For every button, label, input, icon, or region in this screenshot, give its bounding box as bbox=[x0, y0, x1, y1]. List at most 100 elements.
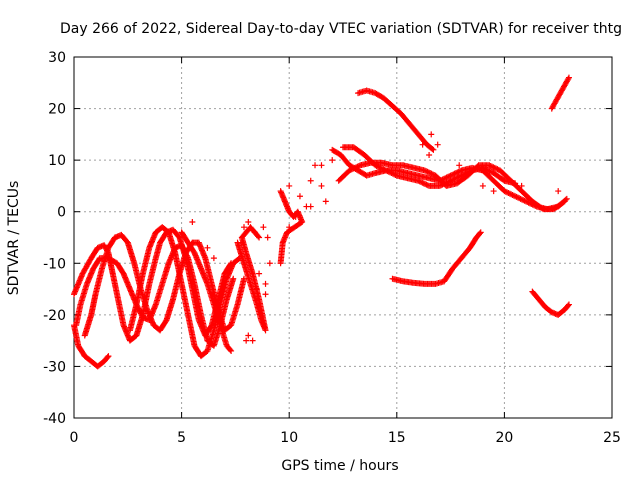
data-marker bbox=[440, 180, 447, 187]
data-marker bbox=[329, 157, 336, 164]
data-marker bbox=[450, 176, 457, 183]
data-marker bbox=[465, 169, 472, 176]
data-marker bbox=[377, 164, 384, 171]
data-marker bbox=[521, 197, 528, 204]
series-arc-m bbox=[389, 229, 484, 287]
y-tick-label: -30 bbox=[43, 359, 66, 375]
y-axis-label: SDTVAR / TECUs bbox=[6, 181, 22, 296]
data-marker bbox=[512, 180, 519, 187]
data-marker bbox=[481, 165, 488, 172]
data-marker bbox=[479, 164, 486, 171]
data-marker bbox=[318, 162, 325, 169]
data-marker bbox=[241, 224, 248, 231]
data-marker bbox=[307, 177, 314, 184]
data-marker bbox=[513, 193, 520, 200]
data-marker bbox=[264, 234, 271, 241]
series-arc-c bbox=[71, 322, 112, 370]
data-marker bbox=[105, 353, 112, 360]
data-marker bbox=[255, 233, 262, 240]
data-marker bbox=[509, 191, 516, 198]
data-marker bbox=[391, 171, 398, 178]
data-marker bbox=[322, 198, 329, 205]
series-arc-o bbox=[548, 74, 572, 112]
data-marker bbox=[256, 270, 263, 277]
y-tick-label: 10 bbox=[48, 153, 66, 169]
data-marker bbox=[520, 197, 527, 204]
data-marker bbox=[565, 301, 572, 308]
y-tick-label: -20 bbox=[43, 308, 66, 324]
chart-title: Day 266 of 2022, Sidereal Day-to-day VTE… bbox=[60, 21, 622, 37]
data-marker bbox=[428, 131, 435, 138]
y-tick-label: -10 bbox=[43, 256, 66, 272]
data-marker bbox=[351, 164, 358, 171]
data-marker bbox=[286, 182, 293, 189]
x-tick-label: 0 bbox=[70, 430, 79, 446]
x-tick-label: 25 bbox=[603, 430, 621, 446]
y-tick-label: 0 bbox=[57, 205, 66, 221]
data-marker bbox=[373, 162, 380, 169]
data-marker bbox=[388, 170, 395, 177]
data-marker bbox=[455, 173, 462, 180]
data-marker bbox=[522, 198, 529, 205]
data-marker bbox=[425, 169, 432, 176]
data-marker bbox=[262, 291, 269, 298]
x-tick-label: 15 bbox=[388, 430, 406, 446]
data-marker bbox=[490, 188, 497, 195]
data-marker bbox=[447, 177, 454, 184]
data-marker bbox=[428, 170, 435, 177]
data-marker bbox=[429, 145, 436, 152]
data-marker bbox=[489, 163, 496, 170]
data-marker bbox=[467, 168, 474, 175]
data-marker bbox=[436, 182, 443, 189]
data-marker bbox=[260, 224, 267, 231]
axis-ticks: 0 5 10 15 20 25 -40 -30 -20 -10 0 10 20 30 bbox=[43, 50, 621, 446]
data-marker bbox=[452, 170, 459, 177]
data-marker bbox=[427, 170, 434, 177]
data-marker bbox=[462, 170, 469, 177]
data-marker bbox=[493, 165, 500, 172]
data-marker bbox=[451, 170, 458, 177]
data-marker bbox=[376, 164, 383, 171]
data-marker bbox=[524, 199, 531, 206]
data-marker bbox=[448, 171, 455, 178]
data-marker bbox=[372, 162, 379, 169]
data-marker bbox=[446, 173, 453, 180]
data-marker bbox=[447, 172, 454, 179]
data-marker bbox=[448, 177, 455, 184]
data-marker bbox=[249, 337, 256, 344]
data-marker bbox=[204, 244, 211, 251]
data-marker bbox=[424, 168, 431, 175]
data-marker bbox=[565, 74, 572, 81]
data-marker bbox=[476, 230, 483, 237]
data-marker bbox=[565, 302, 572, 309]
data-marker bbox=[457, 173, 464, 180]
data-marker bbox=[516, 195, 523, 202]
data-marker bbox=[380, 166, 387, 173]
data-marker bbox=[446, 178, 453, 185]
data-marker bbox=[455, 168, 462, 175]
series-arc-l bbox=[355, 87, 437, 153]
data-marker bbox=[518, 182, 525, 189]
data-marker bbox=[506, 190, 513, 197]
series-arc-g bbox=[234, 224, 269, 334]
data-marker bbox=[487, 162, 494, 169]
data-marker bbox=[486, 162, 493, 169]
x-tick-label: 5 bbox=[177, 430, 186, 446]
series-arc-h bbox=[277, 188, 306, 267]
data-marker bbox=[451, 175, 458, 182]
data-marker bbox=[494, 166, 501, 173]
data-marker bbox=[296, 193, 303, 200]
data-marker bbox=[456, 162, 463, 169]
data-marker bbox=[286, 224, 293, 231]
data-marker bbox=[384, 168, 391, 175]
data-marker bbox=[423, 181, 430, 188]
data-marker bbox=[439, 181, 446, 188]
data-marker bbox=[442, 180, 449, 187]
data-marker bbox=[385, 168, 392, 175]
data-marker bbox=[227, 346, 234, 353]
x-axis-label: GPS time / hours bbox=[281, 458, 398, 474]
data-marker bbox=[459, 171, 466, 178]
data-marker bbox=[426, 151, 433, 158]
data-marker bbox=[505, 190, 512, 197]
data-marker bbox=[312, 162, 319, 169]
